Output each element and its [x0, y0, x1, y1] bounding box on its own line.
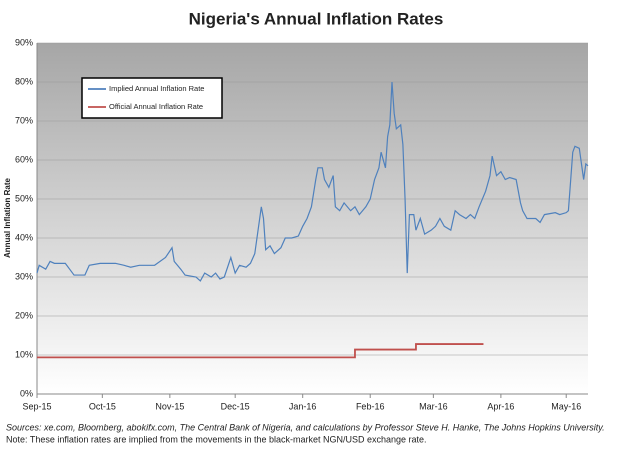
y-tick-label: 20%	[15, 310, 33, 320]
y-axis-label: Annual Inflation Rate	[3, 177, 12, 258]
legend-box	[81, 77, 223, 119]
x-tick-label: May-16	[551, 401, 581, 411]
x-tick-label: Jan-16	[289, 401, 317, 411]
x-tick-label: Feb-16	[356, 401, 385, 411]
chart-title: Nigeria's Annual Inflation Rates	[189, 9, 444, 28]
source-note: Sources: xe.com, Bloomberg, abokifx.com,…	[6, 422, 605, 432]
y-tick-label: 90%	[15, 37, 33, 47]
x-tick-label: Mar-16	[419, 401, 448, 411]
x-tick-label: Sep-15	[22, 401, 51, 411]
y-tick-label: 30%	[15, 271, 33, 281]
x-tick-label: Nov-15	[155, 401, 184, 411]
y-tick-label: 10%	[15, 349, 33, 359]
y-tick-label: 80%	[15, 76, 33, 86]
y-tick-label: 70%	[15, 115, 33, 125]
data-line	[36, 81, 589, 282]
legend-label: Official Annual Inflation Rate	[109, 102, 203, 111]
y-tick-label: 40%	[15, 232, 33, 242]
y-tick-label: 0%	[20, 388, 33, 398]
data-line	[37, 343, 484, 359]
x-tick-label: Apr-16	[487, 401, 514, 411]
note: Note: These inflation rates are implied …	[6, 434, 427, 444]
y-tick-label: 60%	[15, 154, 33, 164]
y-tick-label: 50%	[15, 193, 33, 203]
x-tick-label: Dec-15	[221, 401, 250, 411]
x-tick-label: Oct-15	[89, 401, 116, 411]
legend-label: Implied Annual Inflation Rate	[109, 84, 204, 93]
